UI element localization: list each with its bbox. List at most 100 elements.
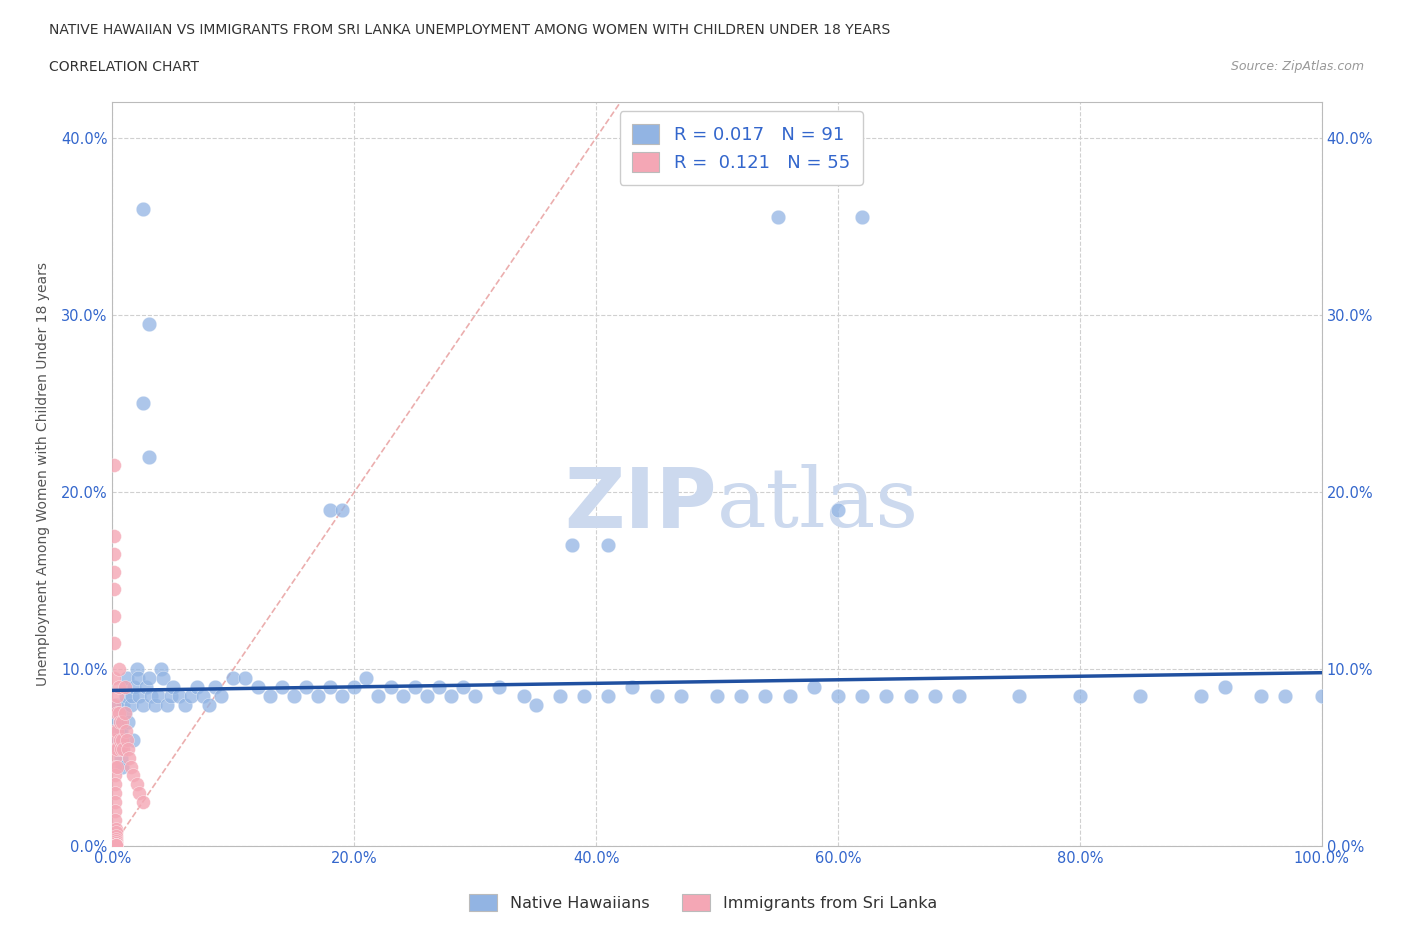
Point [669,688,692,703]
Point [730,688,752,703]
Point [103,698,125,712]
Point [122,733,145,748]
Point [122,768,145,783]
Point [105,724,128,738]
Point [488,680,510,695]
Point [204,680,226,695]
Point [141,688,163,703]
Point [122,680,145,695]
Point [391,688,413,703]
Point [1310,688,1333,703]
Point [827,688,849,703]
Point [105,837,128,852]
Point [283,688,305,703]
Point [114,688,136,703]
Text: Source: ZipAtlas.com: Source: ZipAtlas.com [1230,60,1364,73]
Point [111,733,134,748]
Point [186,680,208,695]
Point [111,759,134,774]
Point [148,688,170,703]
Point [110,751,132,765]
Point [198,698,221,712]
Point [105,759,128,774]
Point [105,831,128,846]
Point [103,547,125,562]
Point [103,458,125,472]
Legend: Native Hawaiians, Immigrants from Sri Lanka: Native Hawaiians, Immigrants from Sri La… [463,888,943,917]
Point [103,529,125,544]
Point [103,582,125,597]
Point [125,777,148,791]
Point [427,680,450,695]
Point [115,671,138,685]
Point [404,680,426,695]
Point [451,680,474,695]
Point [367,688,389,703]
Point [235,671,257,685]
Point [107,741,129,756]
Point [152,671,174,685]
Point [104,741,127,756]
Point [766,210,789,225]
Point [105,837,128,852]
Point [645,688,668,703]
Point [104,759,127,774]
Point [128,688,150,703]
Point [105,706,128,721]
Point [191,688,214,703]
Point [572,688,595,703]
Point [319,502,342,517]
Point [270,680,292,695]
Point [900,688,922,703]
Point [851,688,873,703]
Point [548,688,571,703]
Point [120,698,142,712]
Point [132,201,155,216]
Point [621,680,644,695]
Point [127,671,149,685]
Point [380,680,402,695]
Point [107,706,129,721]
Point [121,688,143,703]
Point [104,733,127,748]
Point [108,715,131,730]
Point [105,741,128,756]
Point [115,733,138,748]
Point [125,662,148,677]
Point [156,698,179,712]
Point [120,759,142,774]
Point [132,794,155,809]
Point [875,688,897,703]
Point [105,733,128,748]
Point [110,741,132,756]
Point [105,837,128,852]
Point [103,724,125,738]
Point [103,635,125,650]
Point [1274,688,1296,703]
Point [143,698,166,712]
Point [162,680,184,695]
Point [111,715,134,730]
Point [561,538,583,552]
Point [138,449,160,464]
Point [598,688,620,703]
Point [103,608,125,623]
Point [512,688,534,703]
Point [118,751,141,765]
Point [295,680,318,695]
Point [180,688,202,703]
Point [259,688,281,703]
Point [149,662,172,677]
Point [104,751,127,765]
Point [104,812,127,827]
Text: NATIVE HAWAIIAN VS IMMIGRANTS FROM SRI LANKA UNEMPLOYMENT AMONG WOMEN WITH CHILD: NATIVE HAWAIIAN VS IMMIGRANTS FROM SRI L… [49,23,890,37]
Point [114,706,136,721]
Point [110,724,132,738]
Point [851,210,873,225]
Point [105,821,128,836]
Point [754,688,776,703]
Point [356,671,378,685]
Point [132,698,155,712]
Point [307,688,329,703]
Point [103,565,125,579]
